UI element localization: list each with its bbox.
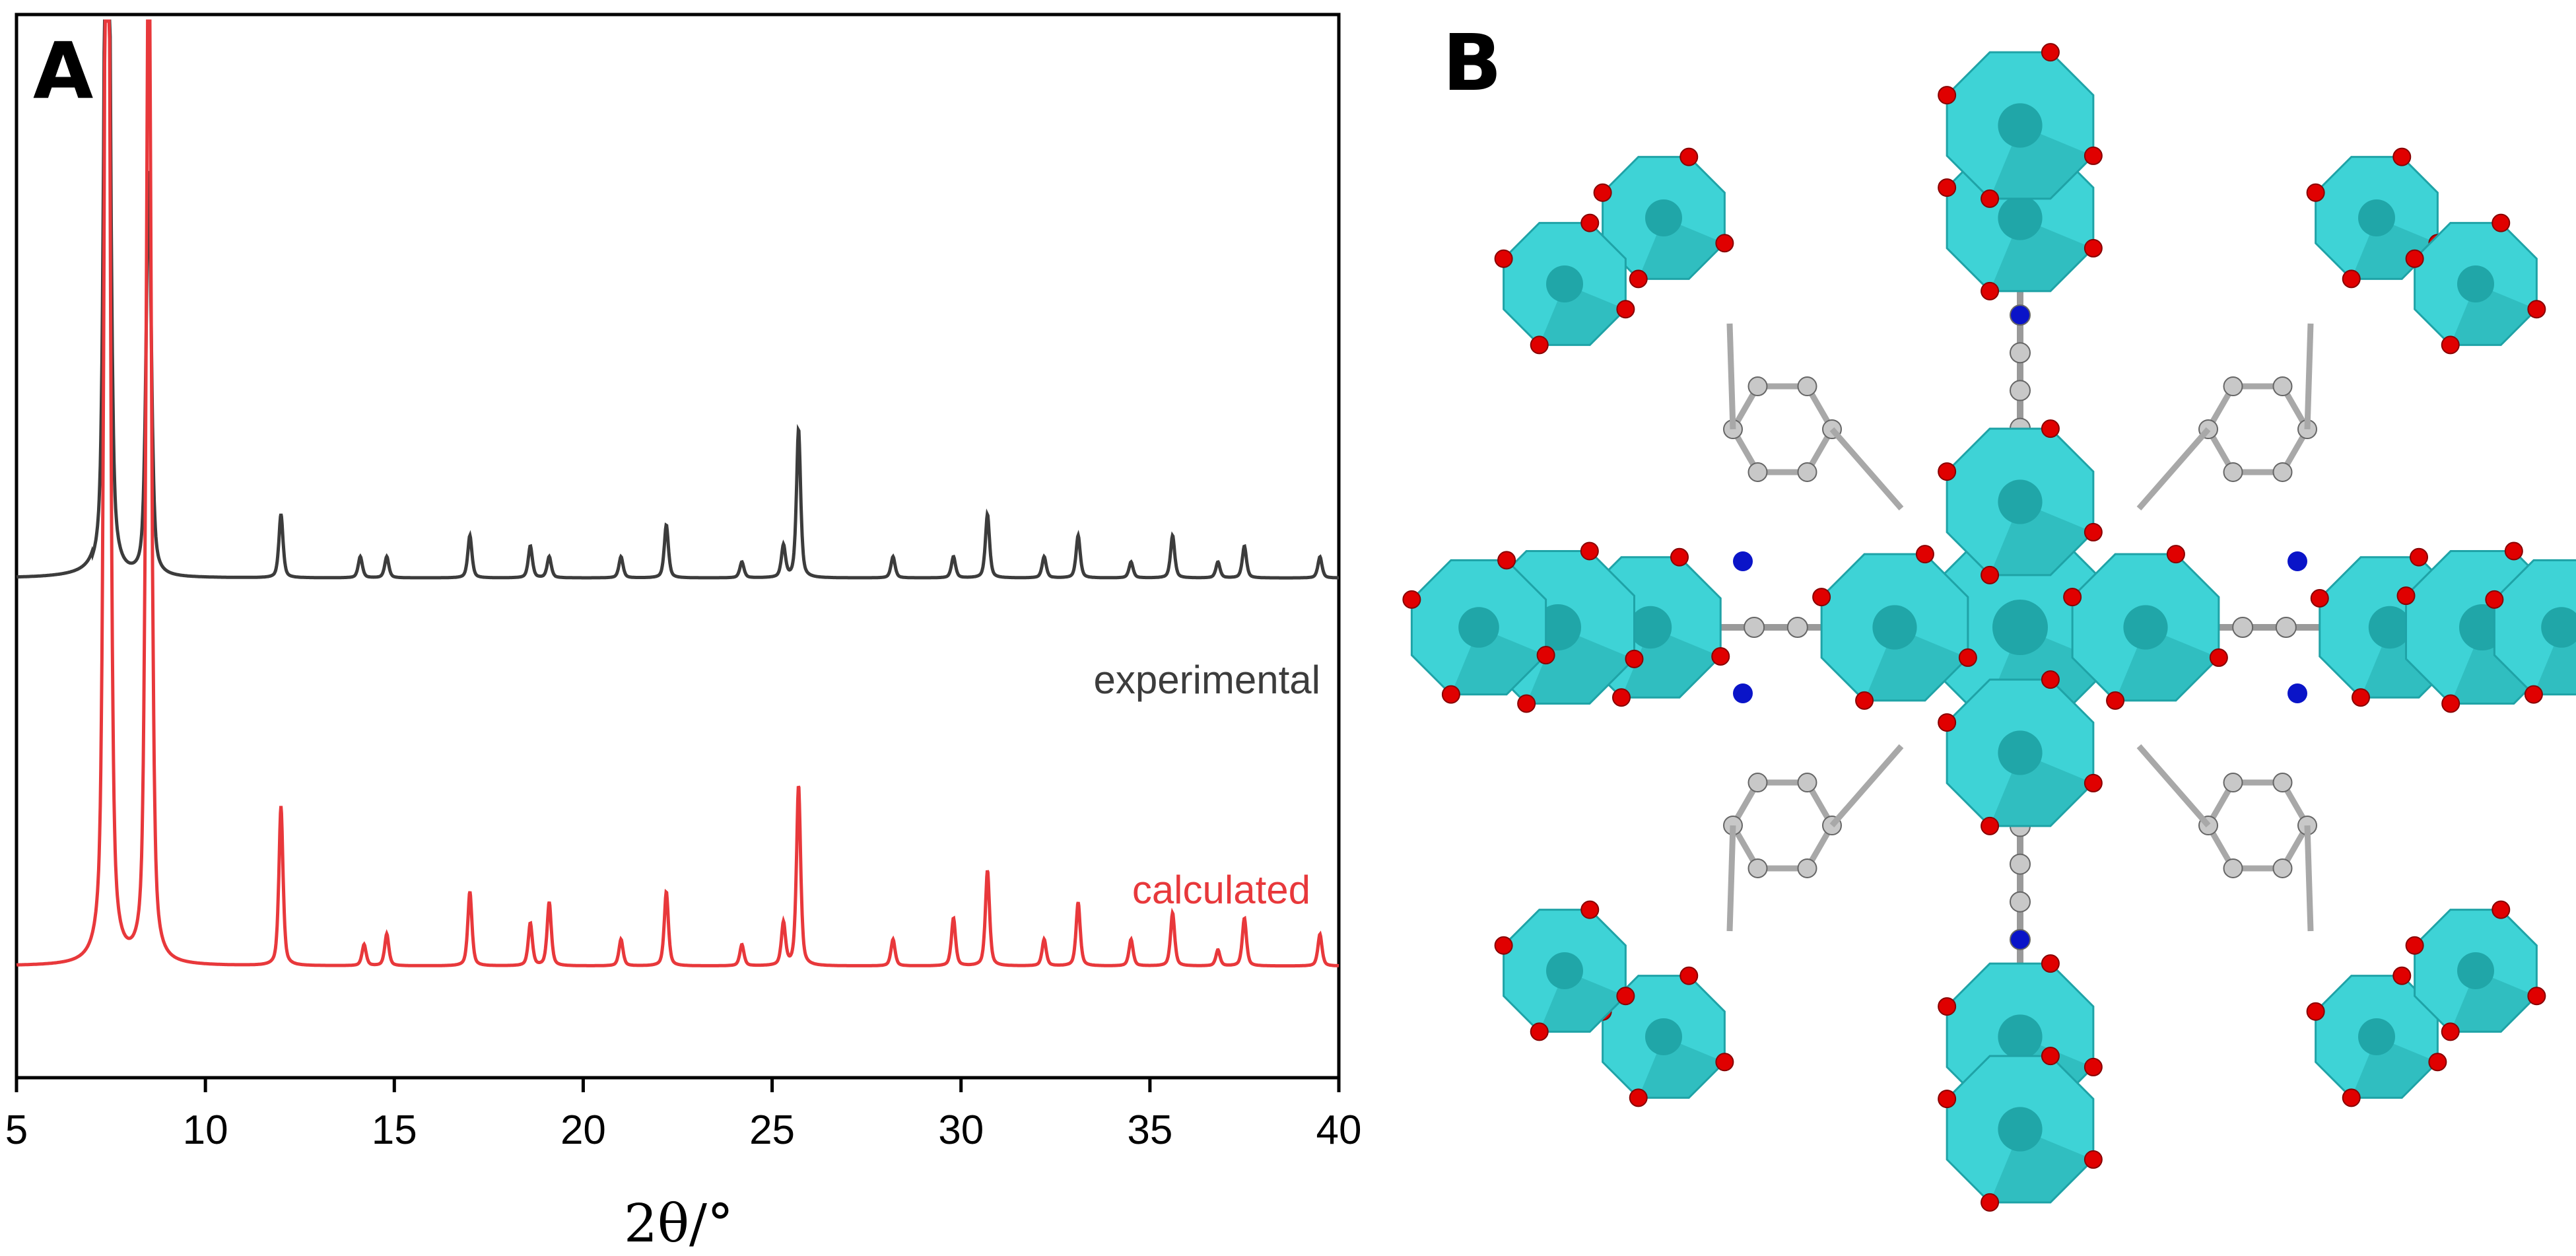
carbon-atom xyxy=(1797,773,1817,793)
carbon-atom xyxy=(1747,376,1768,397)
polyhedron xyxy=(2063,545,2228,710)
carbon-atom xyxy=(2275,617,2297,638)
phenyl-ring xyxy=(2204,383,2311,475)
x-tick-label: 30 xyxy=(938,1107,984,1153)
carbon-atom xyxy=(1797,376,1817,397)
bond xyxy=(2304,323,2314,430)
phenyl-ring xyxy=(2204,779,2311,872)
xrd-chart-panel: A 5 10 15 20 25 30 35 40 experimental calculate… xyxy=(5,13,1362,1254)
nitrogen-atom xyxy=(2010,928,2031,950)
plot-frame xyxy=(15,13,1341,1080)
polyhedron xyxy=(1938,419,2103,584)
carbon-atom xyxy=(2010,342,2031,364)
series-line-experimental xyxy=(16,19,1339,580)
carbon-atom xyxy=(1747,462,1768,482)
panel-label-b: B xyxy=(1442,17,1502,108)
polyhedron xyxy=(1593,147,1734,289)
polyhedron xyxy=(1494,213,1635,355)
nitrogen-atom xyxy=(2288,683,2307,703)
nitrogen-atom xyxy=(2010,304,2031,326)
bond xyxy=(1829,427,1904,510)
carbon-atom xyxy=(2223,858,2243,878)
carbon-atom xyxy=(1786,617,1808,638)
bond xyxy=(2136,744,2211,827)
x-tick-label: 10 xyxy=(183,1107,228,1153)
nitrogen-atom xyxy=(2288,551,2307,571)
bond xyxy=(1726,323,1736,430)
carbon-atom xyxy=(2272,773,2293,793)
nitrogen-atom xyxy=(1733,551,1753,571)
crystal-structure-panel: B xyxy=(1402,17,2576,1212)
carbon-atom xyxy=(1747,858,1768,878)
x-axis-ticks: 5 10 15 20 25 30 35 40 xyxy=(5,1078,1362,1153)
polyhedron xyxy=(1402,551,1555,704)
polyhedron xyxy=(2405,213,2546,355)
carbon-atom xyxy=(1747,773,1768,793)
nitrogen-atom xyxy=(1733,683,1753,703)
carbon-atom xyxy=(2223,462,2243,482)
carbon-atom xyxy=(2272,462,2293,482)
polyhedron xyxy=(1593,966,1734,1107)
x-tick-label: 20 xyxy=(560,1107,606,1153)
x-tick-label: 5 xyxy=(5,1107,28,1153)
series-label-calculated: calculated xyxy=(1132,868,1310,912)
bond xyxy=(1829,744,1904,827)
polyhedron xyxy=(1938,43,2103,208)
bond xyxy=(2136,427,2211,510)
polyhedron xyxy=(1938,670,2103,835)
x-axis-title: 2θ/° xyxy=(624,1193,733,1254)
x-tick-label: 25 xyxy=(749,1107,795,1153)
phenyl-ring xyxy=(1729,383,1836,475)
carbon-atom xyxy=(2223,773,2243,793)
polyhedron xyxy=(1938,1047,2103,1212)
crystal-structure-image xyxy=(1402,43,2576,1212)
carbon-atom xyxy=(2010,891,2031,913)
x-tick-label: 40 xyxy=(1316,1107,1362,1153)
carbon-atom xyxy=(2232,617,2254,638)
polyhedron xyxy=(2485,559,2576,704)
bond xyxy=(1726,825,1736,932)
x-tick-label: 15 xyxy=(372,1107,417,1153)
series-label-experimental: experimental xyxy=(1093,658,1320,702)
carbon-atom xyxy=(2272,376,2293,397)
series-group xyxy=(16,19,1339,968)
polyhedron xyxy=(2405,900,2546,1041)
polyhedron xyxy=(2306,966,2447,1107)
series-line-calculated xyxy=(16,19,1339,968)
carbon-atom xyxy=(2010,853,2031,875)
bond xyxy=(2304,825,2314,932)
panel-label-a: A xyxy=(33,25,93,116)
carbon-atom xyxy=(1744,617,1765,638)
polyhedron xyxy=(1812,545,1977,710)
carbon-atom xyxy=(2272,858,2293,878)
x-tick-label: 35 xyxy=(1127,1107,1172,1153)
carbon-atom xyxy=(2223,376,2243,397)
phenyl-ring xyxy=(1729,779,1836,872)
carbon-atom xyxy=(2010,380,2031,401)
carbon-atom xyxy=(1797,462,1817,482)
polyhedron xyxy=(1494,900,1635,1041)
carbon-atom xyxy=(1797,858,1817,878)
